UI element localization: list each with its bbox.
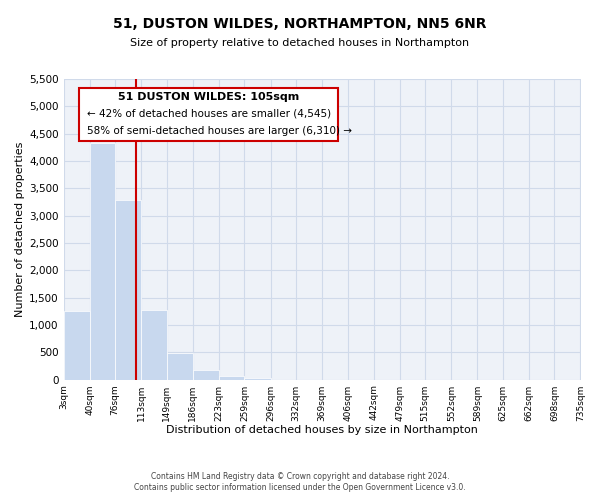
- Bar: [115, 200, 142, 380]
- Text: Contains public sector information licensed under the Open Government Licence v3: Contains public sector information licen…: [134, 484, 466, 492]
- FancyBboxPatch shape: [79, 88, 338, 141]
- Bar: [90, 143, 115, 380]
- Bar: [219, 376, 244, 380]
- Text: Contains HM Land Registry data © Crown copyright and database right 2024.: Contains HM Land Registry data © Crown c…: [151, 472, 449, 481]
- Bar: [142, 310, 167, 380]
- Text: Size of property relative to detached houses in Northampton: Size of property relative to detached ho…: [130, 38, 470, 48]
- Bar: [193, 370, 219, 380]
- X-axis label: Distribution of detached houses by size in Northampton: Distribution of detached houses by size …: [166, 425, 478, 435]
- Bar: [167, 354, 193, 380]
- Text: 51 DUSTON WILDES: 105sqm: 51 DUSTON WILDES: 105sqm: [118, 92, 299, 102]
- Y-axis label: Number of detached properties: Number of detached properties: [15, 142, 25, 317]
- Bar: [244, 378, 271, 380]
- Bar: [64, 312, 90, 380]
- Text: 51, DUSTON WILDES, NORTHAMPTON, NN5 6NR: 51, DUSTON WILDES, NORTHAMPTON, NN5 6NR: [113, 18, 487, 32]
- Text: ← 42% of detached houses are smaller (4,545): ← 42% of detached houses are smaller (4,…: [87, 108, 331, 118]
- Text: 58% of semi-detached houses are larger (6,310) →: 58% of semi-detached houses are larger (…: [87, 126, 352, 136]
